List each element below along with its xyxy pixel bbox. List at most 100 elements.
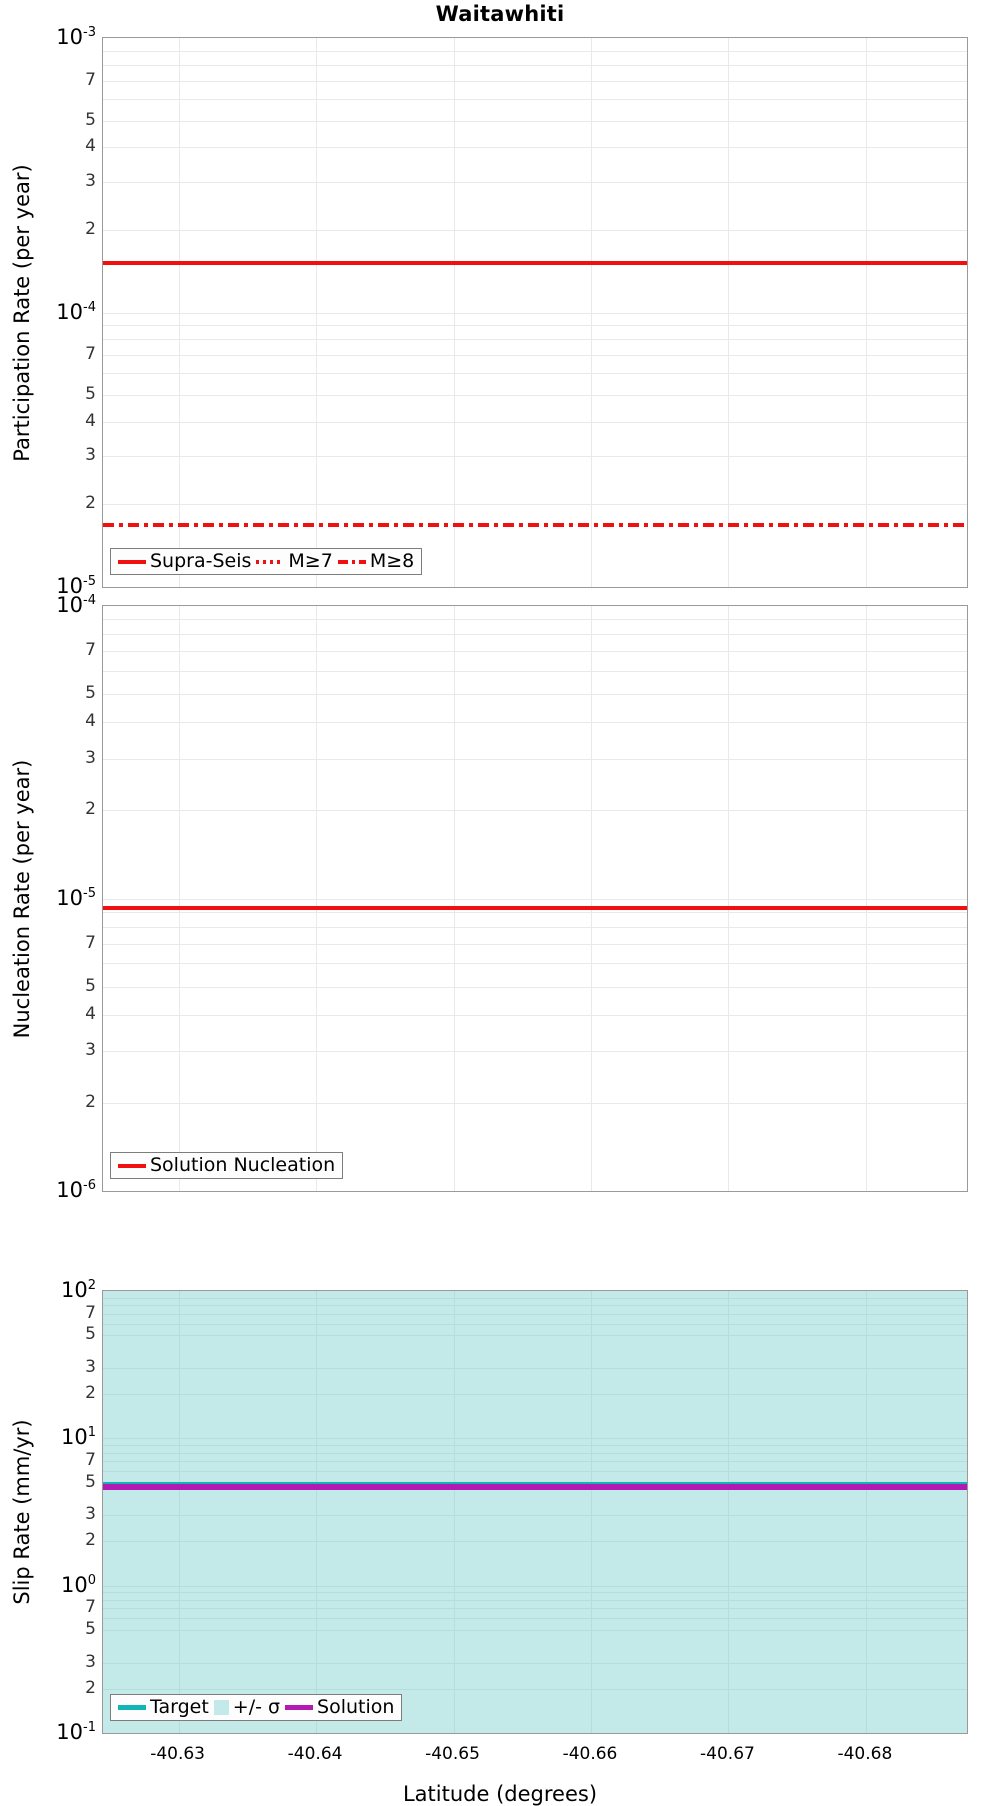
gridline-horizontal [103, 1688, 967, 1690]
legend-entry[interactable]: Solution [285, 1698, 394, 1717]
gridline-horizontal [103, 898, 967, 900]
gridline-horizontal [103, 1733, 967, 1734]
gridline-vertical [590, 606, 592, 1191]
y-tick-label: 5 [85, 1619, 96, 1640]
gridline-horizontal [103, 181, 967, 183]
y-tick-label: 7 [85, 1302, 96, 1323]
gridline-horizontal-minor [103, 1305, 967, 1307]
y-tick-label: 5 [85, 683, 96, 704]
gridline-vertical [728, 1291, 730, 1733]
legend-label: M≥8 [369, 550, 415, 572]
gridline-vertical [865, 606, 867, 1191]
gridline-horizontal [103, 1102, 967, 1104]
panel2-legend[interactable]: Solution Nucleation [110, 1152, 344, 1179]
gridline-horizontal [103, 1608, 967, 1610]
gridline-horizontal [103, 80, 967, 82]
y-tick-label: 2 [85, 799, 96, 820]
gridline-vertical [728, 38, 730, 587]
x-tick-label: -40.63 [150, 1744, 205, 1764]
legend-entry[interactable]: Solution Nucleation [118, 1156, 335, 1175]
legend-swatch-icon [118, 1163, 146, 1168]
y-tick-label: 5 [85, 109, 96, 130]
gridline-horizontal [103, 810, 967, 812]
y-tick-label: 7 [85, 69, 96, 90]
gridline-horizontal-minor [103, 1297, 967, 1299]
legend-swatch-icon [213, 1700, 229, 1715]
gridline-horizontal [103, 421, 967, 423]
gridline-horizontal-minor [103, 1592, 967, 1594]
gridline-vertical [453, 38, 455, 587]
gridline-horizontal-minor [103, 1618, 967, 1620]
legend-label: M≥7 [288, 550, 333, 572]
y-tick-label: 10-4 [56, 299, 96, 324]
y-tick-label: 5 [85, 1324, 96, 1345]
gridline-vertical [590, 38, 592, 587]
gridline-horizontal [103, 1662, 967, 1664]
y-tick-label: 3 [85, 1357, 96, 1378]
gridline-horizontal [103, 229, 967, 231]
gridline-horizontal-minor [103, 963, 967, 965]
x-axis-label: Latitude (degrees) [402, 1782, 598, 1806]
y-tick-label: 4 [85, 410, 96, 431]
legend-label: Solution [317, 1696, 395, 1718]
y-tick-label: 2 [85, 1530, 96, 1551]
legend-swatch-icon [118, 559, 146, 564]
panel2-gridlines [103, 606, 967, 1191]
gridline-vertical [316, 606, 318, 1191]
series-supra-seis-line [103, 260, 967, 265]
gridline-horizontal-minor [103, 670, 967, 672]
gridline-horizontal [103, 395, 967, 397]
gridline-horizontal [103, 147, 967, 149]
gridline-horizontal-minor [103, 1599, 967, 1601]
y-tick-label: 2 [85, 493, 96, 514]
gridline-horizontal [103, 1541, 967, 1543]
y-tick-label: 2 [85, 1091, 96, 1112]
y-tick-label: 5 [85, 1471, 96, 1492]
y-tick-label: 4 [85, 1003, 96, 1024]
gridline-horizontal [103, 587, 967, 588]
gridline-horizontal [103, 120, 967, 122]
x-tick-label: -40.68 [837, 1744, 893, 1764]
gridline-horizontal [103, 1368, 967, 1370]
panel3-legend[interactable]: Target +/- σ Solution [110, 1694, 403, 1721]
series-solution-nucleation-line [103, 905, 967, 910]
y-tick-label: 7 [85, 344, 96, 365]
legend-entry[interactable]: M≥7 [256, 550, 333, 572]
gridline-vertical [865, 38, 867, 587]
gridline-horizontal-minor [103, 911, 967, 913]
y-tick-label: 4 [85, 711, 96, 732]
gridline-horizontal-minor [103, 634, 967, 636]
gridline-horizontal [103, 758, 967, 760]
gridline-vertical [178, 1291, 180, 1733]
gridline-horizontal [103, 1313, 967, 1315]
legend-entry[interactable]: M≥8 [337, 550, 415, 572]
gridline-horizontal-minor [103, 1445, 967, 1447]
gridline-horizontal [103, 1438, 967, 1440]
legend-entry[interactable]: Target [118, 1698, 209, 1717]
legend-swatch-icon [285, 1705, 314, 1710]
gridline-vertical [316, 38, 318, 587]
panel1-legend[interactable]: Supra-Seis M≥7 M≥8 [110, 548, 423, 575]
gridline-horizontal [103, 986, 967, 988]
y-tick-label: 7 [85, 932, 96, 953]
y-tick-label: 3 [85, 1040, 96, 1061]
gridline-vertical [453, 606, 455, 1191]
y-tick-label: 2 [85, 218, 96, 239]
gridline-vertical [728, 606, 730, 1191]
x-tick-label: -40.65 [425, 1744, 480, 1764]
legend-swatch-icon [256, 559, 285, 564]
gridline-horizontal [103, 943, 967, 945]
gridline-horizontal [103, 1014, 967, 1016]
gridline-vertical [453, 1291, 455, 1733]
legend-label: Target [150, 1696, 209, 1718]
y-tick-label: 3 [85, 445, 96, 466]
y-tick-label: 3 [85, 170, 96, 191]
legend-entry[interactable]: Supra-Seis [118, 552, 251, 571]
y-tick-label: 10-3 [56, 25, 96, 49]
legend-entry[interactable]: +/- σ [213, 1698, 280, 1717]
y-tick-label: 10-6 [56, 1178, 96, 1202]
gridline-horizontal [103, 694, 967, 696]
y-tick-label: 5 [85, 975, 96, 996]
gridline-horizontal [103, 504, 967, 506]
